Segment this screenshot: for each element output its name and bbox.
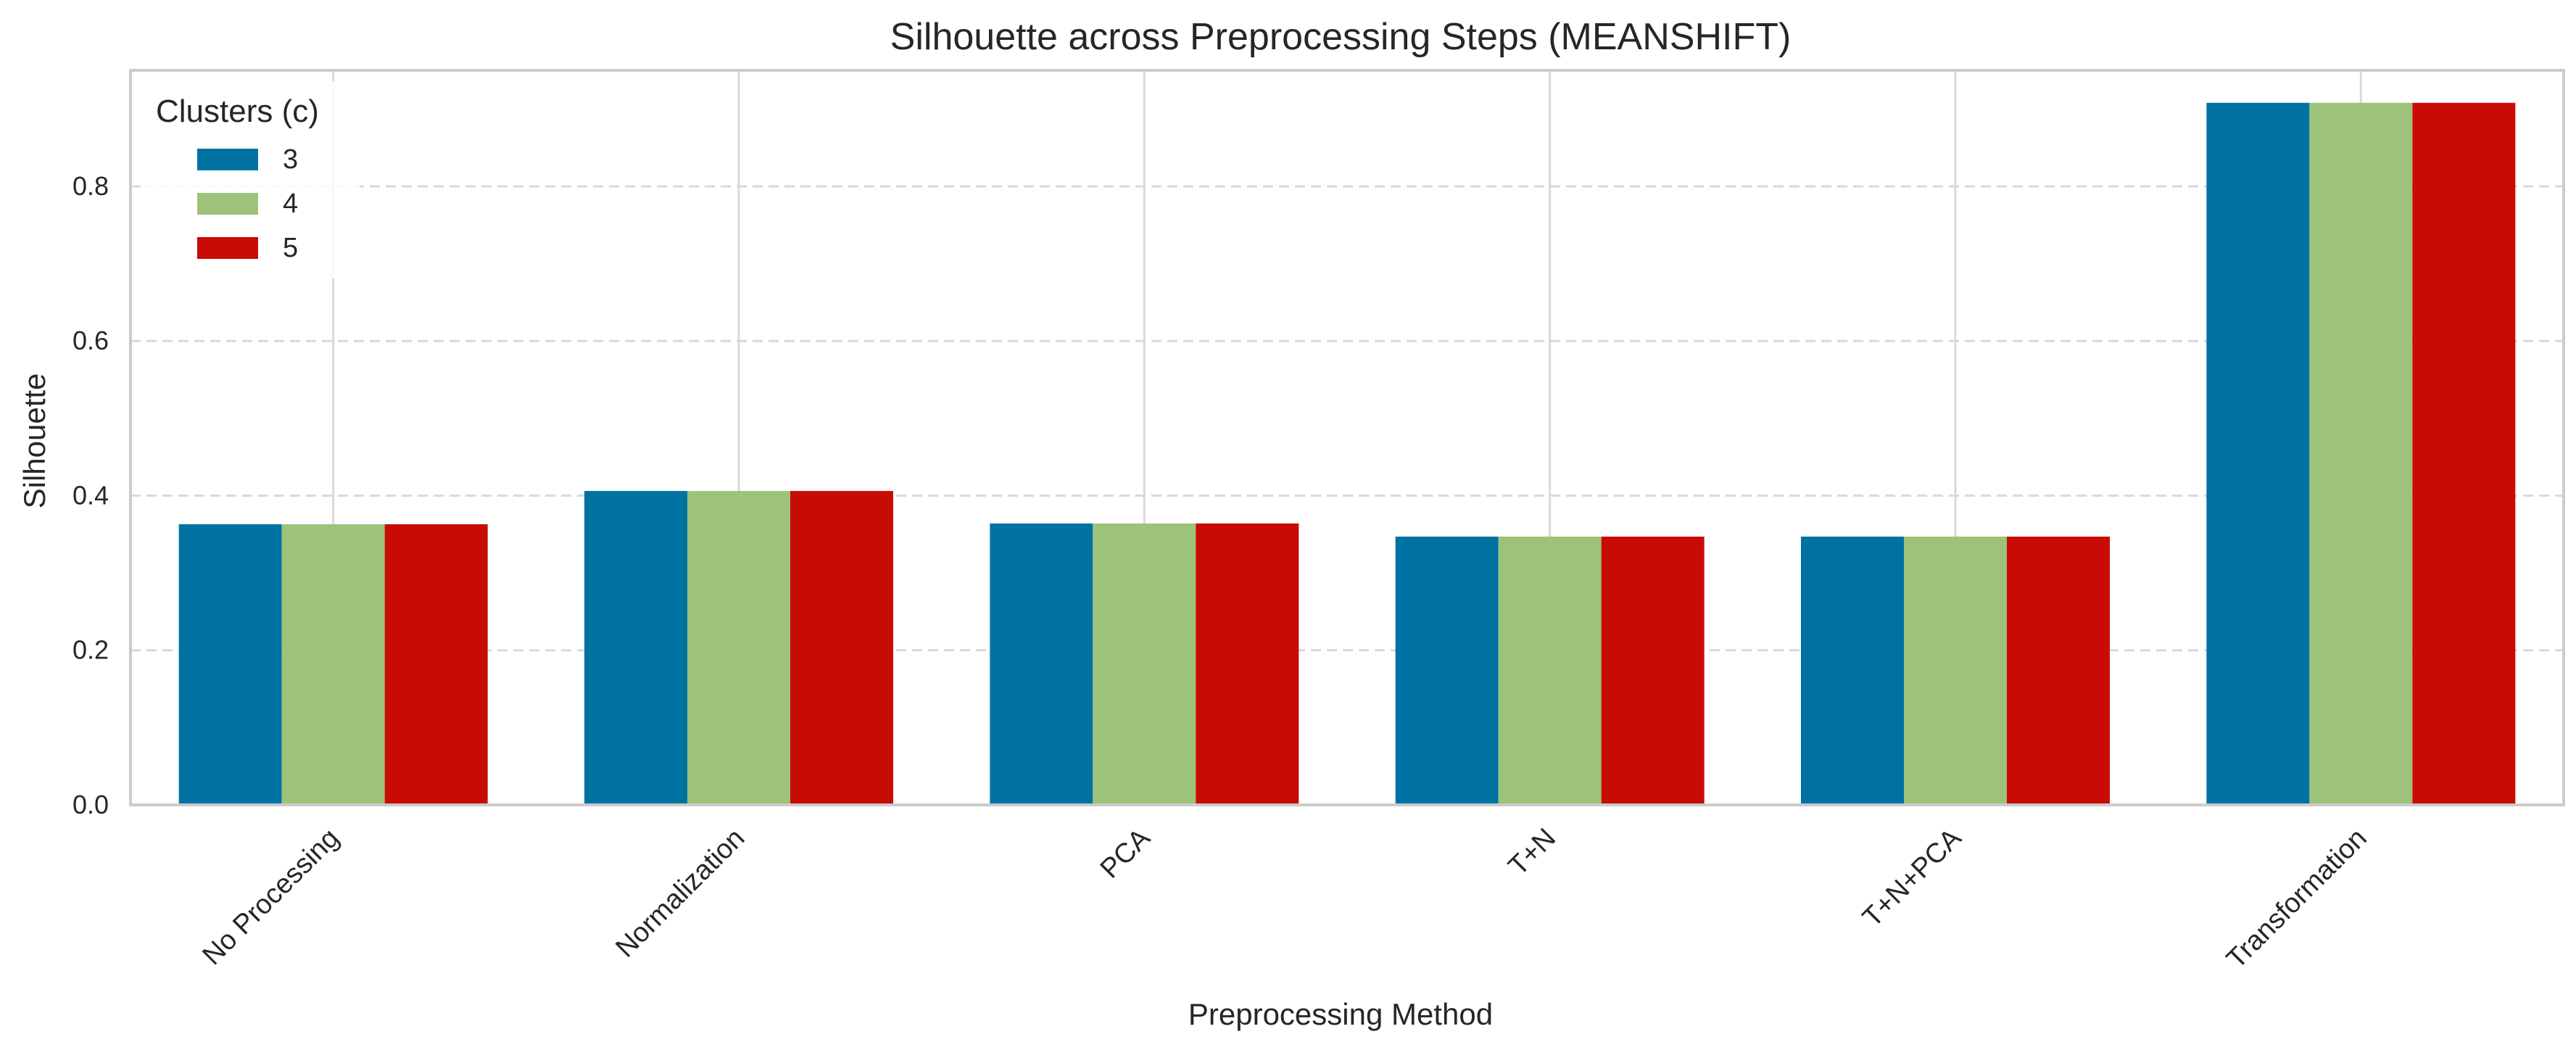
x-tick-label: PCA [1095, 822, 1156, 884]
x-axis-label: Preprocessing Method [1188, 997, 1493, 1031]
y-tick-label: 0.8 [73, 171, 109, 201]
legend: Clusters (c) 3 4 5 [142, 81, 360, 278]
bar-5 [2412, 102, 2516, 805]
legend-swatch [197, 237, 258, 259]
bar-5 [384, 524, 488, 805]
legend-label: 4 [283, 189, 298, 219]
bar-4 [687, 491, 790, 805]
legend-title: Clusters (c) [156, 94, 319, 129]
chart-title: Silhouette across Preprocessing Steps (M… [890, 16, 1792, 58]
x-tick-label: No Processing [197, 823, 345, 971]
x-tick-label: T+N [1503, 823, 1562, 882]
y-tick-label: 0.6 [73, 326, 109, 355]
bar-3 [990, 523, 1093, 805]
bar-3 [584, 491, 687, 805]
bar-5 [1601, 536, 1705, 805]
grid-layer [131, 70, 2564, 805]
y-tick-label: 0.0 [73, 790, 109, 819]
x-tick-label: Normalization [610, 823, 750, 964]
y-axis-label: Silhouette [17, 373, 51, 509]
bar-5 [2007, 536, 2110, 805]
bar-4 [1904, 536, 2007, 805]
bar-3 [178, 524, 282, 805]
x-tick-label: T+N+PCA [1857, 822, 1968, 933]
y-tick-label: 0.2 [73, 635, 109, 665]
bars-layer [178, 102, 2516, 805]
bar-5 [1196, 523, 1299, 805]
bar-4 [2309, 102, 2413, 805]
bar-3 [1395, 536, 1499, 805]
bar-4 [1498, 536, 1602, 805]
bar-4 [1093, 523, 1196, 805]
x-tick-labels: No Processing Normalization PCA T+N T+N+PCA T… [197, 822, 2373, 975]
legend-label: 5 [283, 233, 298, 263]
plot-frame [129, 69, 2565, 806]
x-tick-label: Transformation [2221, 823, 2372, 975]
legend-swatch [197, 149, 258, 170]
legend-swatch [197, 193, 258, 215]
y-tick-labels: 0.0 0.2 0.4 0.6 0.8 [73, 171, 109, 819]
legend-label: 3 [283, 144, 298, 175]
y-tick-label: 0.4 [73, 480, 109, 510]
bar-5 [790, 491, 893, 805]
bar-3 [2206, 102, 2310, 805]
bar-3 [1801, 536, 1904, 805]
bar-4 [281, 524, 385, 805]
